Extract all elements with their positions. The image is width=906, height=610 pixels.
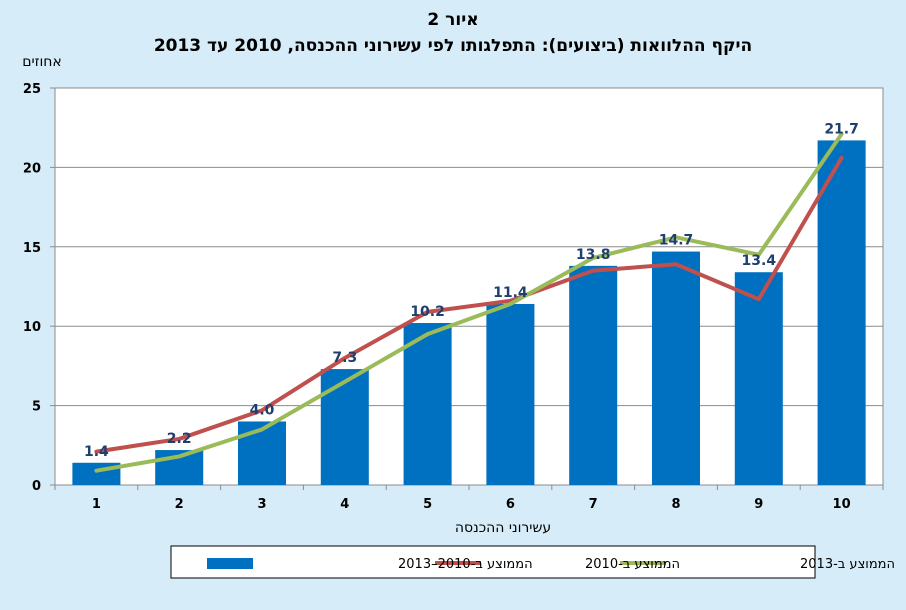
data-label: 4.0	[250, 402, 275, 418]
legend: הממוצע ב-2013 הממוצע ב-2010 הממוצע ב-2010–…	[170, 545, 895, 579]
y-tick-label: 0	[32, 479, 41, 494]
x-tick-label: 8	[671, 497, 680, 512]
data-label: 21.7	[824, 121, 859, 137]
data-label: 14.7	[659, 233, 694, 249]
legend-label: הממוצע ב-2013	[800, 557, 895, 572]
data-label: 10.2	[410, 304, 445, 320]
y-tick-label: 25	[23, 82, 41, 97]
y-tick-label: 15	[23, 241, 41, 256]
chart-title: איור 2	[427, 10, 479, 30]
data-label: 2.2	[167, 431, 192, 447]
data-label: 13.8	[576, 247, 611, 263]
x-tick-label: 10	[833, 497, 851, 512]
series-line	[94, 132, 844, 473]
label-layer: 1.4 2.2 4.0 7.3 10.2 11.4 13.8 14.7 13.4 21.7	[84, 121, 859, 459]
series-line	[94, 155, 844, 454]
x-tick-label: 6	[506, 497, 515, 512]
x-tick-label: 7	[589, 497, 598, 512]
bar	[237, 421, 287, 485]
y-tick-label: 10	[23, 320, 41, 335]
bar	[320, 369, 369, 485]
y-axis-title: אחוזים	[22, 54, 62, 70]
bar	[486, 303, 535, 485]
x-axis-title: עשירוני ההכנסה	[455, 520, 551, 536]
x-tick-label: 1	[92, 497, 101, 512]
y-tick-label: 20	[23, 161, 41, 176]
legend-items: הממוצע ב-2013 הממוצע ב-2010 הממוצע ב-2010–…	[207, 557, 895, 572]
x-tick-label: 5	[423, 497, 432, 512]
x-tick-label: 9	[754, 497, 763, 512]
legend-box	[170, 545, 816, 579]
bar	[734, 272, 783, 485]
data-label: 1.4	[84, 444, 109, 460]
data-label: 11.4	[493, 285, 528, 301]
bar	[403, 323, 452, 485]
legend-label: הממוצע ב-2010–2013	[398, 557, 533, 572]
legend-marker	[207, 558, 253, 569]
legend-label: הממוצע ב-2010	[585, 557, 680, 572]
x-tick-label: 4	[340, 497, 349, 512]
data-label: 13.4	[742, 253, 777, 269]
bar	[817, 140, 866, 486]
bar	[651, 251, 701, 485]
line-layer	[94, 132, 844, 473]
y-tick-label: 5	[32, 400, 41, 415]
chart-subtitle: היקף ההלוואות (ביצועים): התפלגותו לפי עש…	[153, 36, 753, 56]
bar	[569, 265, 618, 485]
x-tick-label: 2	[175, 497, 184, 512]
data-label: 7.3	[332, 350, 357, 366]
axis-layer: 0 5 10 15 20 25 1 2 3 4 5 6 7 8 9 10	[23, 82, 884, 512]
bar-layer	[72, 140, 866, 486]
x-tick-label: 3	[257, 497, 266, 512]
